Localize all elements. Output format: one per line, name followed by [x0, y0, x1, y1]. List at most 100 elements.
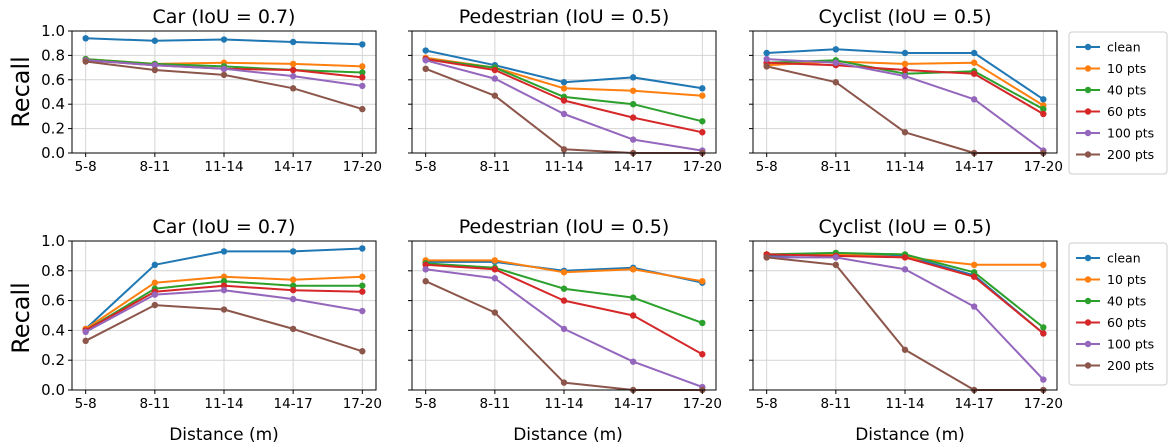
data-point — [491, 66, 499, 74]
y-tick-label: 0.8 — [41, 46, 65, 64]
legend-swatch-marker — [1084, 129, 1092, 137]
x-tick-label: 14-17 — [274, 159, 313, 175]
data-point — [289, 60, 297, 68]
data-point — [560, 85, 568, 92]
plots-layer: 5-8 8-11 11-14 14-17 17-20 0.0 0.2 0.4 0.6 0.8 1.0… — [41, 6, 1063, 412]
data-point — [560, 97, 568, 104]
y-tick-label: 0.6 — [41, 71, 65, 89]
data-point — [560, 325, 568, 333]
x-tick-label: 17-20 — [343, 396, 382, 412]
y-tick-label: 1.0 — [41, 232, 65, 250]
legend-label: clean — [1107, 251, 1141, 266]
data-point — [82, 58, 89, 65]
x-tick-label: 11-14 — [204, 396, 243, 412]
data-point — [151, 261, 159, 269]
legend-label: 40 pts — [1107, 294, 1146, 309]
x-tick-label: 14-17 — [614, 396, 653, 412]
legend-swatch-marker — [1084, 43, 1092, 51]
data-point — [832, 261, 840, 269]
series-200-pts — [82, 58, 366, 113]
legend-entry: 100 pts — [1076, 337, 1154, 352]
y-axis-label-row-1: Recall — [7, 56, 35, 128]
legend-swatch-marker — [1084, 362, 1092, 369]
series-100-pts — [422, 57, 706, 154]
data-point — [970, 273, 978, 280]
data-point — [422, 261, 429, 269]
x-tick-label: 5-8 — [756, 396, 778, 412]
data-point — [1040, 96, 1047, 103]
data-point — [970, 269, 978, 276]
legend-label: 10 pts — [1107, 61, 1146, 76]
data-point — [359, 245, 366, 252]
data-point — [220, 65, 228, 73]
y-tick-label: 0.8 — [41, 262, 65, 280]
x-tick-label: 14-17 — [955, 159, 994, 175]
x-tick-label: 5-8 — [415, 396, 437, 412]
legend-entry: 200 pts — [1076, 358, 1154, 373]
data-point — [1040, 105, 1047, 113]
legend-entry: 60 pts — [1076, 104, 1146, 119]
data-point — [82, 328, 89, 336]
data-point — [560, 146, 568, 153]
data-point — [1040, 324, 1047, 331]
x-tick-label: 5-8 — [756, 159, 778, 175]
subplot-title: Pedestrian (IoU = 0.5) — [459, 216, 670, 238]
data-point — [560, 379, 568, 386]
data-point — [763, 63, 770, 70]
y-tick-label: 0.0 — [41, 381, 65, 399]
x-tick-label: 14-17 — [614, 159, 653, 175]
data-point — [491, 266, 499, 273]
data-point — [491, 92, 499, 99]
data-point — [629, 114, 637, 121]
x-tick-label: 8-11 — [480, 159, 511, 175]
data-point — [629, 312, 637, 319]
data-point — [151, 279, 159, 286]
x-tick-label: 17-20 — [343, 159, 382, 175]
legend-entry: clean — [1076, 251, 1141, 266]
data-point — [359, 348, 366, 355]
y-tick-label: 0.4 — [41, 321, 65, 339]
data-point — [220, 306, 228, 313]
legend-entry: 10 pts — [1076, 272, 1146, 287]
data-point — [970, 49, 978, 57]
data-point — [82, 337, 89, 345]
data-point — [901, 254, 909, 261]
legend-label: 100 pts — [1107, 126, 1154, 141]
subplot-r1-c3: 5-8 8-11 11-14 14-17 17-20 Cyclist (IoU = 0.5… — [749, 6, 1063, 175]
x-tick-label: 11-14 — [885, 159, 924, 175]
data-point — [970, 96, 978, 103]
legend-entry: 60 pts — [1076, 315, 1146, 330]
data-point — [151, 66, 159, 74]
data-point — [629, 74, 637, 81]
data-point — [901, 60, 909, 68]
data-point — [560, 269, 568, 276]
y-tick-label: 0.6 — [41, 292, 65, 310]
x-axis-label-col-3: Distance (m) — [855, 425, 965, 445]
legend-swatch-marker — [1084, 254, 1092, 262]
x-tick-label: 8-11 — [140, 159, 171, 175]
subplot-r2-c3: 5-8 8-11 11-14 14-17 17-20 Cyclist (IoU = 0.5… — [749, 216, 1063, 412]
subplot-title: Car (IoU = 0.7) — [153, 216, 296, 238]
data-point — [560, 110, 568, 118]
data-point — [629, 358, 637, 365]
data-point — [491, 257, 499, 264]
x-tick-label: 14-17 — [274, 396, 313, 412]
data-point — [289, 295, 297, 303]
subplot-r1-c2: 5-8 8-11 11-14 14-17 17-20 Pedestrian (IoU = … — [408, 6, 722, 175]
data-point — [699, 118, 706, 125]
data-point — [901, 266, 909, 273]
data-point — [220, 36, 228, 43]
legend-swatch-marker — [1084, 86, 1092, 94]
legend-label: 40 pts — [1107, 83, 1146, 98]
x-tick-label: 5-8 — [415, 159, 437, 175]
data-point — [970, 70, 978, 77]
data-point — [289, 282, 297, 289]
data-point — [763, 55, 770, 63]
data-point — [359, 105, 366, 113]
legend-entry: 100 pts — [1076, 126, 1154, 141]
legend-label: 200 pts — [1107, 147, 1154, 162]
legend-swatch-marker — [1084, 108, 1092, 115]
data-point — [151, 37, 159, 44]
data-point — [82, 35, 89, 42]
data-point — [901, 66, 909, 74]
